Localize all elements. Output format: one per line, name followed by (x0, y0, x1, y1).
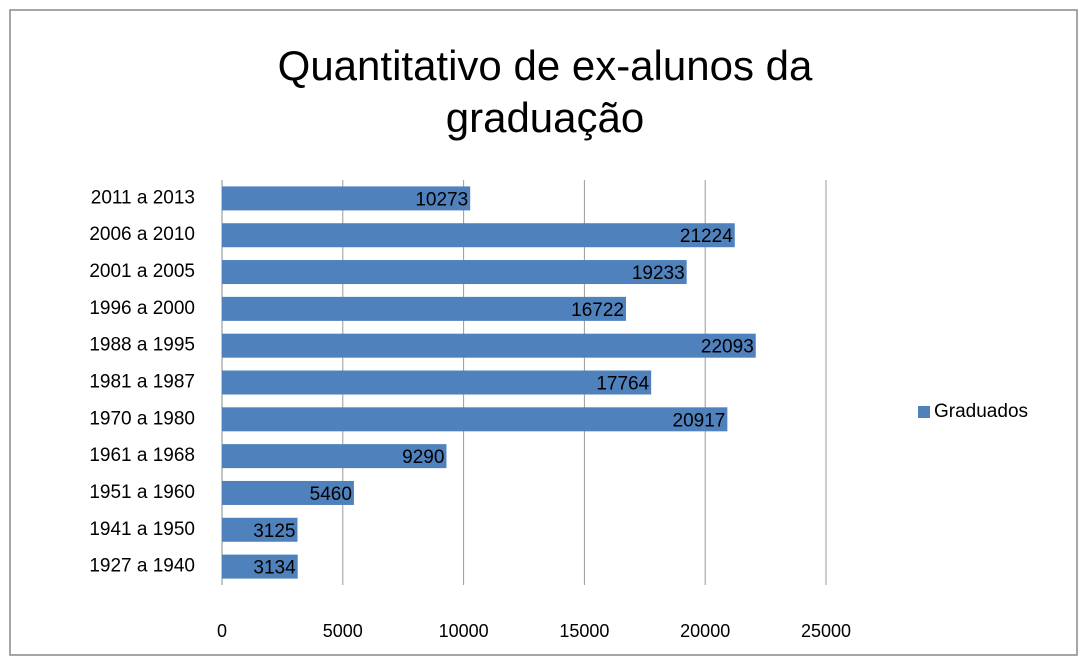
x-tick-label: 10000 (439, 621, 489, 641)
data-label: 22093 (701, 337, 754, 358)
x-tick-label: 25000 (801, 621, 851, 641)
bar (222, 444, 447, 469)
bar (222, 223, 735, 248)
y-tick-label: 1961 a 1968 (89, 445, 195, 466)
data-label: 19233 (632, 263, 685, 284)
y-tick-label: 2011 a 2013 (91, 187, 195, 208)
y-tick-label: 1996 a 2000 (89, 298, 195, 319)
data-label: 20917 (673, 410, 726, 431)
bar (222, 480, 354, 505)
y-tick-label: 2006 a 2010 (89, 224, 195, 245)
y-tick-label: 1970 a 1980 (89, 408, 195, 429)
bar (222, 407, 728, 432)
y-tick-label: 1951 a 1960 (89, 482, 195, 503)
bar (222, 370, 652, 395)
x-tick-label: 5000 (323, 621, 363, 641)
data-label: 3125 (253, 521, 295, 542)
data-label: 16722 (571, 300, 624, 321)
data-label: 10273 (415, 189, 468, 210)
y-tick-label: 1981 a 1987 (89, 372, 195, 393)
legend-label: Graduados (934, 401, 1028, 422)
y-tick-label: 1988 a 1995 (89, 335, 195, 356)
data-label: 17764 (596, 374, 649, 395)
y-tick-label: 2001 a 2005 (89, 261, 195, 282)
chart-title: Quantitativo de ex-alunos da graduação (277, 42, 813, 141)
bar (222, 260, 687, 285)
y-tick-label: 1941 a 1950 (89, 519, 195, 540)
chart-border (9, 9, 1078, 656)
data-label: 5460 (310, 484, 352, 505)
bar (222, 517, 298, 542)
y-tick-label: 1927 a 1940 (89, 556, 195, 577)
bar (222, 554, 298, 579)
data-label: 9290 (402, 447, 444, 468)
legend-swatch (918, 406, 930, 418)
x-tick-label: 0 (217, 621, 227, 641)
bar (222, 186, 471, 211)
bar (222, 333, 756, 358)
bar (222, 296, 627, 321)
x-tick-label: 20000 (680, 621, 730, 641)
data-label: 3134 (253, 558, 296, 579)
data-label: 21224 (680, 226, 733, 247)
x-tick-label: 15000 (559, 621, 609, 641)
